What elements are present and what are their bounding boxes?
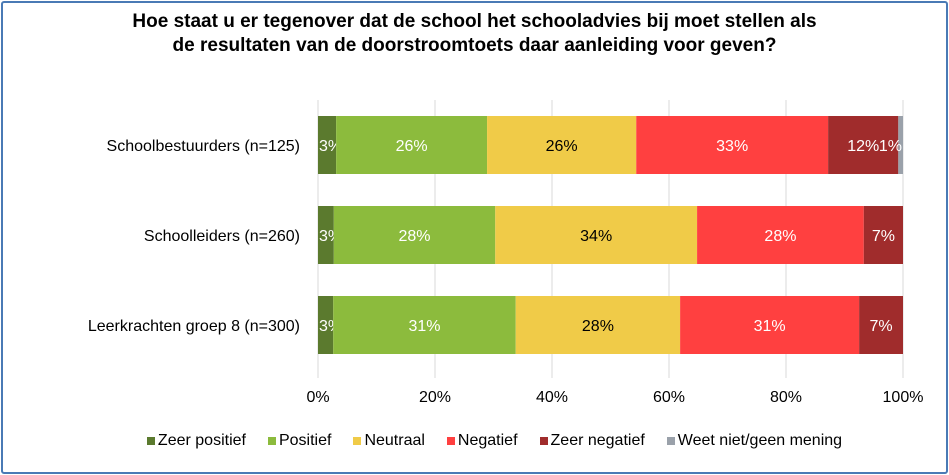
data-label: 34%: [580, 228, 612, 245]
category-label: Schoolbestuurders (n=125): [107, 138, 300, 155]
legend-item: Zeer positief: [146, 432, 246, 450]
legend-item: Positief: [267, 432, 332, 450]
x-tick-label: 80%: [770, 389, 802, 406]
bar-segment: [863, 206, 903, 264]
bar-segment: [487, 116, 637, 174]
x-tick-label: 100%: [883, 389, 924, 406]
legend-label: Positief: [278, 432, 332, 449]
legend-swatch: [353, 437, 362, 445]
x-tick-label: 20%: [419, 389, 451, 406]
x-tick-label: 0%: [306, 389, 329, 406]
bar-segment: [680, 296, 860, 354]
x-tick-label: 60%: [653, 389, 685, 406]
legend-item: Neutraal: [353, 432, 425, 450]
data-label: 33%: [716, 138, 748, 155]
legend-item: Weet niet/geen mening: [666, 432, 843, 450]
bar-segment: [318, 206, 334, 264]
data-label: 7%: [872, 228, 895, 245]
data-label: 7%: [870, 318, 893, 335]
data-label: 31%: [408, 318, 440, 335]
bar-segment: [515, 296, 681, 354]
legend-label: Negatief: [457, 432, 518, 449]
legend-label: Neutraal: [364, 432, 425, 449]
legend-swatch: [267, 437, 276, 445]
legend-item: Zeer negatief: [539, 432, 645, 450]
bar-segment: [336, 116, 488, 174]
data-label: 26%: [396, 138, 428, 155]
legend-swatch: [539, 437, 548, 445]
bar-segment: [898, 116, 903, 174]
category-label: Schoolleiders (n=260): [144, 228, 300, 245]
bar-segment: [318, 296, 334, 354]
x-tick-label: 40%: [536, 389, 568, 406]
data-label: 12%: [847, 138, 879, 155]
data-label: 1%: [879, 138, 902, 155]
data-label: 28%: [582, 318, 614, 335]
data-label: 26%: [546, 138, 578, 155]
bar-segment: [333, 296, 516, 354]
chart-title-line-2: de resultaten van de doorstroomtoets daa…: [172, 35, 777, 56]
legend-label: Zeer positief: [157, 432, 246, 449]
legend-label: Weet niet/geen mening: [677, 432, 843, 449]
category-label: Leerkrachten groep 8 (n=300): [88, 318, 300, 335]
chart-legend: Zeer positief Positief Neutraal Negatief Zee…: [0, 432, 949, 450]
bar-segment: [318, 116, 337, 174]
bar-segment: [495, 206, 698, 264]
chart-title-line-1: Hoe staat u er tegenover dat de school h…: [132, 11, 817, 32]
data-label: 28%: [764, 228, 796, 245]
bar-segment: [859, 296, 903, 354]
data-label: 31%: [754, 318, 786, 335]
legend-item: Negatief: [446, 432, 518, 450]
data-label: 28%: [399, 228, 431, 245]
bar-segment: [828, 116, 899, 174]
legend-label: Zeer negatief: [550, 432, 645, 449]
chart-title: Hoe staat u er tegenover dat de school h…: [0, 10, 949, 58]
bar-segment: [697, 206, 864, 264]
legend-swatch: [666, 437, 675, 445]
legend-swatch: [146, 437, 155, 445]
bar-segment: [636, 116, 829, 174]
bar-segment: [333, 206, 496, 264]
legend-swatch: [446, 437, 455, 445]
